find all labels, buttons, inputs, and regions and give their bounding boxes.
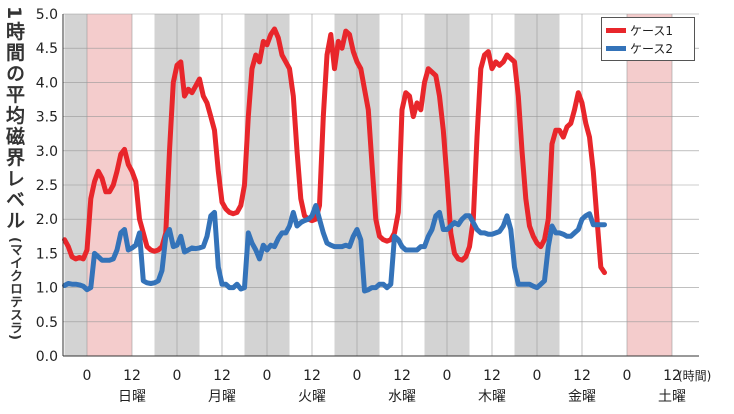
y-tick-label: 1.0 — [36, 281, 58, 297]
x-tick-label: 12 — [483, 368, 501, 384]
day-label: 土曜 — [658, 389, 686, 405]
y-tick-label: 0.0 — [36, 349, 58, 365]
series-layer — [62, 26, 607, 294]
y-tick-label: 3.0 — [36, 144, 58, 160]
series-line-case2 — [62, 203, 607, 294]
x-tick-label: 12 — [663, 368, 681, 384]
day-label: 水曜 — [388, 389, 416, 405]
x-tick-label: 0 — [443, 368, 452, 384]
x-tick-label: 0 — [533, 368, 542, 384]
x-tick-label: 12 — [573, 368, 591, 384]
legend: ケース1 ケース2 — [601, 17, 695, 61]
y-tick-label: 4.5 — [36, 41, 58, 57]
day-label: 日曜 — [118, 389, 146, 405]
day-label: 木曜 — [478, 389, 506, 405]
y-tick-label: 2.5 — [36, 178, 58, 194]
series-line-case1 — [62, 26, 607, 276]
y-tick-label: 0.5 — [36, 315, 58, 331]
day-label: 火曜 — [298, 389, 326, 405]
legend-label-case1: ケース1 — [630, 23, 674, 38]
y-axis-unit: (マイクロテスラ) — [7, 237, 22, 341]
x-tick-label: 12 — [213, 368, 231, 384]
x-tick-label: 12 — [303, 368, 321, 384]
day-label: 月曜 — [208, 389, 236, 405]
x-tick-label: 0 — [353, 368, 362, 384]
legend-item-case2: ケース2 — [606, 40, 673, 56]
legend-swatch-case2 — [606, 45, 626, 51]
y-tick-label: 3.5 — [36, 110, 58, 126]
x-unit-label: (時間) — [678, 369, 711, 383]
x-tick-label: 12 — [123, 368, 141, 384]
y-axis-title: 1時間の平均磁界レベル (マイクロテスラ) — [2, 6, 26, 346]
day-label: 金曜 — [568, 389, 596, 405]
y-tick-label: 2.0 — [36, 212, 58, 228]
x-tick-label: 12 — [393, 368, 411, 384]
y-tick-label: 4.0 — [36, 75, 58, 91]
y-axis-label: 1時間の平均磁界レベル — [3, 6, 25, 232]
x-tick-label: 0 — [173, 368, 182, 384]
legend-item-case1: ケース1 — [606, 22, 673, 38]
x-tick-label: 0 — [623, 368, 632, 384]
legend-label-case2: ケース2 — [630, 41, 674, 56]
x-tick-label: 0 — [83, 368, 92, 384]
axes: 0.0 0.5 1.0 1.5 2.0 2.5 3.0 3.5 4.0 4.5 5.0 0 12 日曜 0 1… — [36, 7, 712, 405]
y-tick-label: 1.5 — [36, 246, 58, 262]
legend-swatch-case1 — [606, 27, 626, 33]
x-tick-label: 0 — [263, 368, 272, 384]
y-tick-label: 5.0 — [36, 7, 58, 23]
